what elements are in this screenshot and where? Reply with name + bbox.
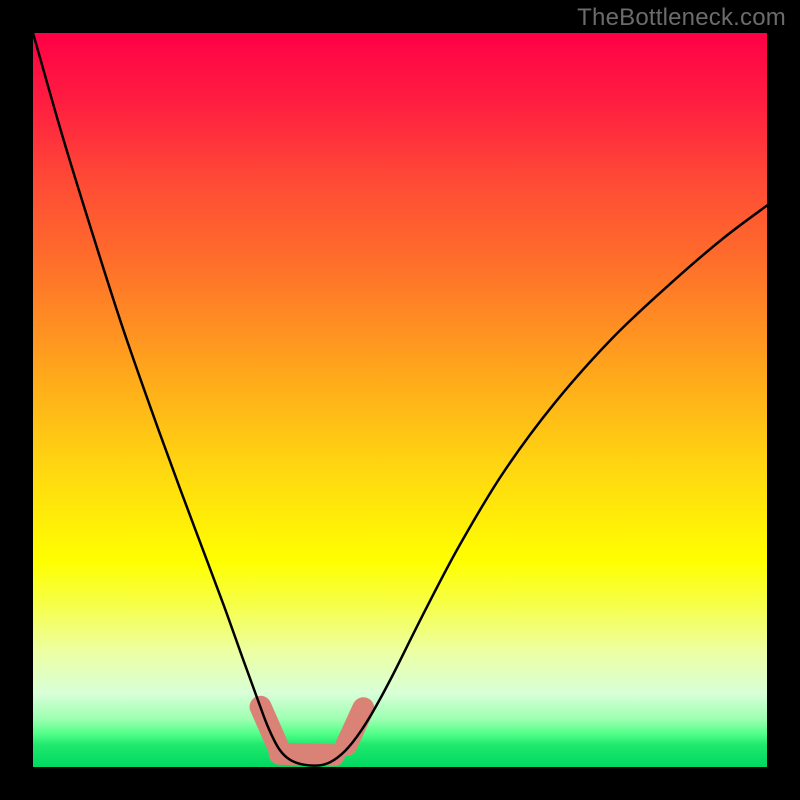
highlight-segment xyxy=(280,754,334,755)
chart-plot-area xyxy=(33,33,767,767)
watermark-text: TheBottleneck.com xyxy=(577,4,786,32)
bottleneck-v-curve-chart xyxy=(33,33,767,767)
chart-background-gradient xyxy=(33,33,767,767)
